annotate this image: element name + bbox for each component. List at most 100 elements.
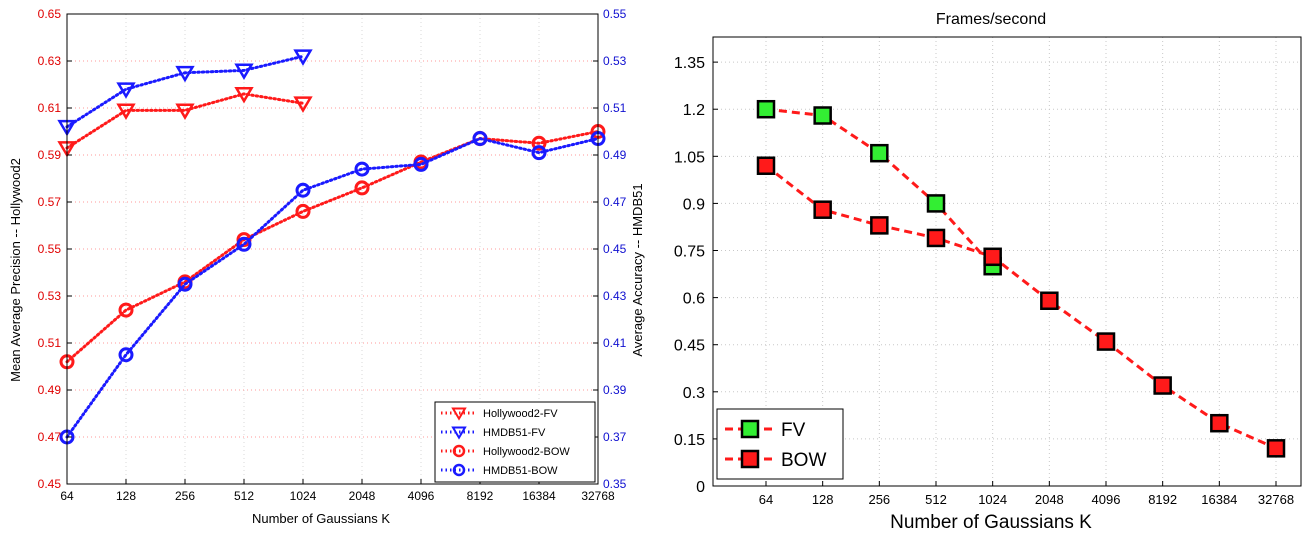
data-point (118, 302, 134, 318)
right-y-tick-label: 0.47 (603, 195, 627, 209)
left-y-tick-label: 0.45 (38, 477, 62, 491)
y-tick-label: 0.15 (674, 432, 705, 449)
data-point (1266, 439, 1286, 458)
right-chart: Frames/second 64 128 256 512 1024 2048 4096 819… (674, 11, 1302, 533)
legend-marker (740, 419, 760, 439)
x-tick-label: 8192 (467, 489, 494, 503)
data-point (116, 103, 136, 120)
data-point (813, 200, 832, 219)
left-y-tick-label: 0.51 (38, 336, 62, 350)
x-tick-label: 512 (234, 489, 254, 503)
legend-label: FV (781, 420, 806, 441)
y-tick-label: 0 (696, 479, 705, 496)
right-y-axis-label: Average Accuracy -- HMDB51 (630, 183, 645, 356)
series-layer (756, 99, 1286, 458)
data-point (1210, 413, 1229, 433)
data-point (116, 82, 136, 99)
series-line-FV (765, 107, 994, 268)
data-point (926, 228, 946, 248)
right-y-tick-label: 0.49 (603, 148, 627, 162)
data-point (1153, 376, 1172, 395)
x-tick-label: 512 (925, 492, 947, 507)
left-y-tick-label: 0.53 (38, 289, 62, 303)
data-point (293, 96, 313, 113)
y-tick-label: 0.6 (683, 291, 705, 308)
x-tick-label: 64 (759, 492, 773, 507)
right-y-tick-label: 0.41 (603, 336, 627, 350)
legend-label: Hollywood2-BOW (483, 446, 570, 458)
plot-frame (712, 36, 1302, 487)
x-tick-label: 2048 (1035, 492, 1064, 507)
chart-title: Frames/second (936, 11, 1046, 28)
data-point (870, 216, 889, 235)
left-y-tick-label: 0.61 (38, 101, 62, 115)
y-tick-label: 0.45 (674, 338, 705, 355)
right-y-tick-label: 0.53 (603, 54, 627, 68)
data-point (472, 131, 488, 147)
x-tick-label: 2048 (349, 489, 376, 503)
data-point (870, 143, 889, 163)
x-axis-label: Number of Gaussians K (252, 511, 390, 526)
data-point (118, 347, 134, 363)
y-tick-label: 1.35 (674, 55, 705, 72)
right-y-tick-label: 0.35 (603, 477, 627, 491)
legend-box (716, 408, 844, 480)
x-tick-label: 256 (868, 492, 890, 507)
data-point (236, 236, 252, 252)
data-point (177, 276, 193, 292)
data-point (756, 99, 776, 119)
tick-labels: 64 128 256 512 1024 2048 4096 8192 16384 32768 0.4… (38, 7, 627, 503)
y-tick-label: 0.9 (683, 196, 705, 213)
x-axis-label: Number of Gaussians K (890, 512, 1092, 533)
y-tick-label: 0.3 (683, 385, 705, 402)
data-point (983, 247, 1002, 267)
data-point (293, 49, 313, 66)
x-tick-label: 16384 (522, 489, 556, 503)
left-chart: 64 128 256 512 1024 2048 4096 8192 16384 32768 0.4… (8, 7, 645, 526)
series-line-BOW (765, 164, 1277, 450)
right-y-tick-label: 0.55 (603, 7, 627, 21)
series-line-HMDB51-BOW (65, 136, 600, 439)
legend-marker (452, 444, 466, 458)
legend: FV BOW (716, 408, 844, 480)
data-point (354, 161, 370, 177)
x-tick-label: 1024 (978, 492, 1007, 507)
x-tick-label: 8192 (1148, 492, 1177, 507)
x-tick-label: 32768 (1258, 492, 1294, 507)
x-tick-label: 1024 (290, 489, 317, 503)
data-point (1040, 291, 1059, 310)
right-y-tick-label: 0.37 (603, 430, 627, 444)
data-point (234, 63, 254, 80)
data-point (756, 156, 776, 175)
y-tick-label: 1.05 (674, 149, 705, 166)
data-point (295, 182, 311, 198)
legend-label: Hollywood2-FV (483, 408, 558, 420)
series-layer (57, 49, 606, 445)
left-y-tick-label: 0.47 (38, 430, 62, 444)
legend-marker (451, 426, 467, 440)
legend-label: BOW (781, 450, 826, 471)
x-tick-label: 256 (175, 489, 195, 503)
left-y-tick-label: 0.63 (38, 54, 62, 68)
data-point (175, 103, 195, 120)
legend-marker (452, 463, 466, 477)
x-tick-label: 16384 (1201, 492, 1237, 507)
legend-label: HMDB51-FV (483, 427, 546, 439)
right-y-tick-label: 0.51 (603, 101, 627, 115)
left-y-tick-label: 0.55 (38, 242, 62, 256)
data-point (175, 65, 195, 83)
legend-marker (451, 407, 467, 421)
y-tick-label: 0.75 (674, 244, 705, 261)
right-y-tick-label: 0.45 (603, 242, 627, 256)
data-point (1096, 332, 1116, 351)
data-point (413, 156, 429, 172)
series-line-Hollywood2-FV (65, 92, 305, 150)
left-y-tick-label: 0.59 (38, 148, 62, 162)
x-tick-label: 128 (812, 492, 834, 507)
x-tick-label: 4096 (1092, 492, 1121, 507)
y-tick-label: 1.2 (683, 102, 705, 119)
right-y-tick-label: 0.43 (603, 289, 627, 303)
series-line-HMDB51-FV (65, 54, 305, 129)
data-point (531, 135, 547, 151)
legend-label: HMDB51-BOW (483, 465, 558, 477)
